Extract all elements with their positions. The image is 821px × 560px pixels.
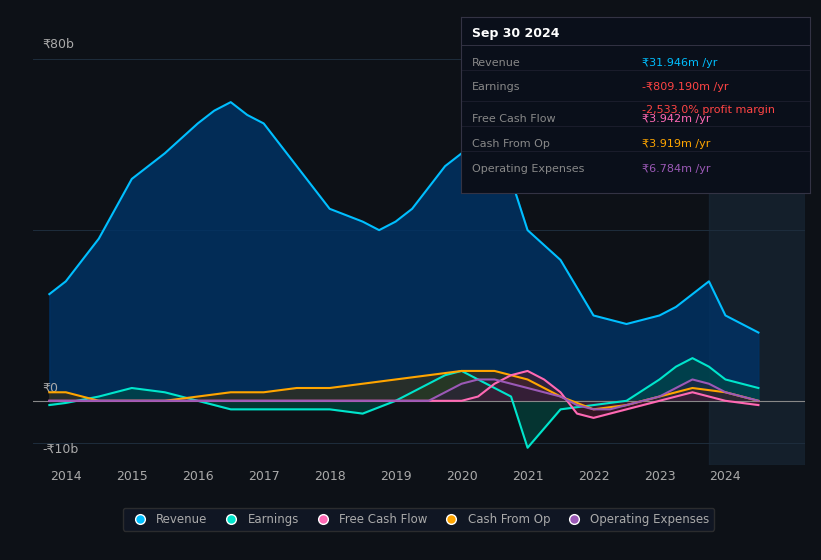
Text: Cash From Op: Cash From Op	[472, 139, 550, 149]
Text: Revenue: Revenue	[472, 58, 521, 68]
Text: Free Cash Flow: Free Cash Flow	[472, 114, 556, 124]
Text: Earnings: Earnings	[472, 82, 521, 92]
Text: ₹3.919m /yr: ₹3.919m /yr	[642, 139, 711, 149]
Legend: Revenue, Earnings, Free Cash Flow, Cash From Op, Operating Expenses: Revenue, Earnings, Free Cash Flow, Cash …	[123, 508, 714, 530]
Text: ₹80b: ₹80b	[43, 38, 75, 51]
Text: ₹0: ₹0	[43, 381, 59, 394]
Text: Operating Expenses: Operating Expenses	[472, 164, 585, 174]
Text: -₹10b: -₹10b	[43, 444, 79, 456]
Text: Sep 30 2024: Sep 30 2024	[472, 27, 559, 40]
Text: -₹809.190m /yr: -₹809.190m /yr	[642, 82, 729, 92]
Text: ₹31.946m /yr: ₹31.946m /yr	[642, 58, 718, 68]
Text: -2,533.0% profit margin: -2,533.0% profit margin	[642, 105, 775, 115]
Text: ₹6.784m /yr: ₹6.784m /yr	[642, 164, 711, 174]
Text: ₹3.942m /yr: ₹3.942m /yr	[642, 114, 711, 124]
Bar	[709, 17, 805, 465]
